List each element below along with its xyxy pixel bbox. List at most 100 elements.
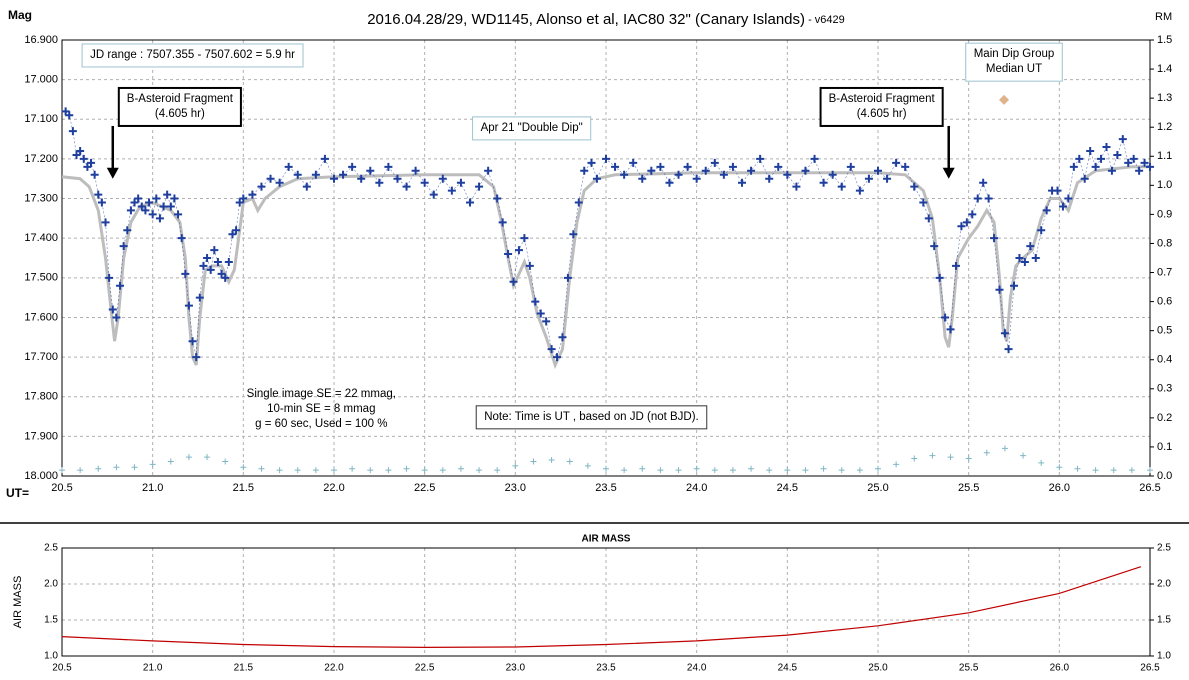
data-point [367,467,374,474]
annotation-box [475,405,708,430]
y-tick-label: 17.000 [24,74,58,86]
data-point [1091,162,1100,171]
annotation-text: g = 60 sec, Used = 100 % [255,418,387,430]
data-point [990,234,999,243]
data-point [979,178,988,187]
data-point [957,222,966,231]
data-point [683,162,692,171]
data-point [384,162,393,171]
data-point [574,198,583,207]
y2-tick-label: 2.5 [1157,543,1171,554]
y-tick-label: 18.000 [24,470,58,482]
y-tick-label: 17.400 [24,232,58,244]
y2-tick-label: 0.4 [1157,354,1172,366]
data-point [77,467,84,474]
data-point [185,454,192,461]
data-point [946,325,955,334]
data-point [820,465,827,472]
x-tick-label: 23.5 [596,663,616,674]
data-point [584,462,591,469]
annotation-text: B-Asteroid Fragment [829,93,936,105]
x-tick-label: 20.5 [51,482,72,494]
data-point [1074,465,1081,472]
data-point [148,210,157,219]
data-point [512,462,519,469]
data-point [738,178,746,187]
data-point [553,353,562,362]
data-point [1001,445,1008,452]
data-point [1135,166,1144,175]
data-point [729,467,736,474]
data-point [466,198,474,207]
x-tick-label: 21.0 [143,663,163,674]
data-point [828,170,837,179]
data-point [856,467,863,474]
data-point [1000,329,1009,338]
data-point [484,166,493,175]
x-tick-label: 23.5 [595,482,616,494]
y2-tick-label: 0.5 [1157,325,1172,337]
data-point [983,449,990,456]
data-point [1020,452,1027,459]
annotation: Single image SE = 22 mmag, 10-min SE = 8 … [247,388,396,430]
y-tick-label: 17.500 [24,272,58,284]
data-point [509,277,518,286]
data-point [893,461,900,468]
data-point [675,467,682,474]
data-point [421,467,428,474]
data-point [965,455,972,462]
series-line [61,566,1142,649]
x-tick-label: 21.5 [234,663,254,674]
data-point [536,309,545,318]
y2-tick-label: 1.5 [1157,34,1172,46]
data-point [293,170,302,179]
data-point [1053,186,1062,195]
data-point [385,467,392,474]
data-point [221,273,230,282]
data-point [951,261,960,270]
data-point [692,174,701,183]
data-point [1118,135,1127,144]
annotation: Note: Time is UT , based on JD (not BJD)… [475,405,708,430]
x-tick-label: 24.0 [687,663,707,674]
data-point [968,210,977,219]
data-point [838,467,845,474]
data-point [330,174,338,183]
data-point [59,467,65,474]
annotation: JD range : 7507.355 - 7507.602 = 5.9 hr [81,43,304,68]
data-point [1128,467,1135,474]
data-point [276,467,283,474]
data-point [657,467,664,474]
y-tick-label: 1.0 [44,651,58,662]
chart-title: AIR MASS [582,534,631,545]
data-point [457,465,464,472]
data-point [875,465,881,472]
data-point [629,158,638,167]
y-tick-label: 17.600 [24,311,58,323]
data-point [892,158,901,167]
y-tick-label: 17.800 [24,391,58,403]
data-point [1124,158,1133,167]
data-point [1147,467,1153,474]
data-point [248,190,257,199]
data-point [520,234,529,243]
data-point [1004,345,1013,354]
data-point [131,464,138,471]
data-point [874,166,882,175]
data-point [919,198,928,207]
data-point [621,467,628,474]
data-point [498,218,507,227]
arrow-head [942,167,955,179]
chart: 20.5 21.0 21.5 22.0 22.5 23.0 23.5 24.0 24.5 25.0… [12,534,1171,674]
data-point [95,465,102,472]
data-point [177,234,186,243]
data-point [275,178,284,187]
data-point [181,269,190,278]
data-point [141,206,150,215]
annotation-text: (4.605 hr) [155,108,205,120]
data-point [159,202,168,211]
data-point [514,246,523,255]
data-point [320,154,329,163]
annotation-text: JD range : 7507.355 - 7507.602 = 5.9 hr [90,49,295,61]
data-point [1113,150,1122,159]
